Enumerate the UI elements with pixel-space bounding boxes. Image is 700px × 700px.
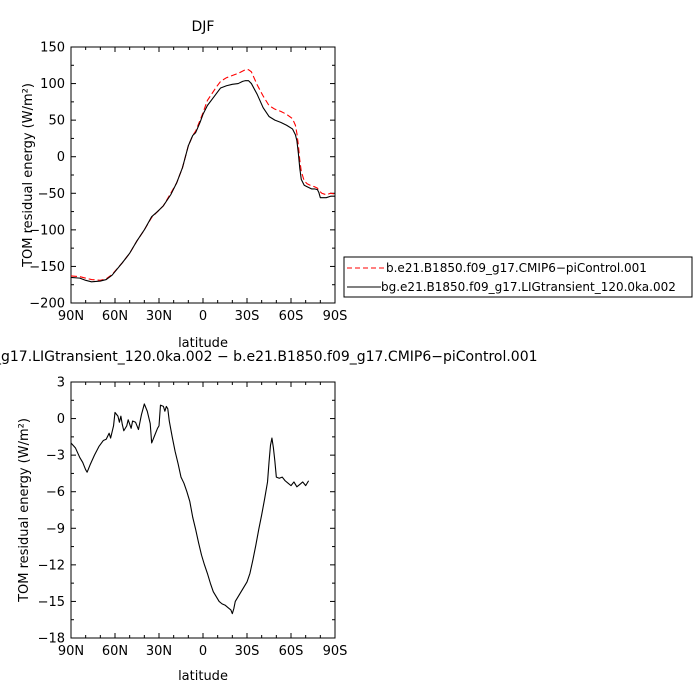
bottom-title: bg.e21.B1850.f09_g17.LIGtransient_120.0k… xyxy=(0,349,538,365)
y-tick-label: −15 xyxy=(38,595,65,610)
x-tick-label: 60N xyxy=(102,644,128,659)
legend-label-lig: bg.e21.B1850.f09_g17.LIGtransient_120.0k… xyxy=(381,280,676,294)
series-line-1 xyxy=(70,80,335,283)
y-tick-label: −200 xyxy=(29,297,65,312)
bottom-series-lines xyxy=(70,403,310,615)
x-tick-label: 90S xyxy=(323,644,348,659)
bottom-y-axis-label: TOM residual energy (W/m²) xyxy=(17,418,32,603)
y-tick-label: −18 xyxy=(38,632,65,647)
top-plot-frame xyxy=(70,46,336,304)
y-tick-label: −6 xyxy=(46,485,65,500)
x-tick-label: 60N xyxy=(102,309,128,324)
y-tick-label: −100 xyxy=(29,223,65,238)
y-tick-label: −50 xyxy=(38,187,65,202)
y-tick-label: 0 xyxy=(57,412,65,427)
bottom-x-axis-label: latitude xyxy=(178,669,228,684)
bottom-ticks: 90N 60N 30N 0 30S 60S 90S −18 −15 −12 −9 −6 −3 0 3 xyxy=(38,376,348,660)
y-tick-label: 50 xyxy=(48,114,65,129)
x-tick-label: 0 xyxy=(199,644,207,659)
y-tick-label: −150 xyxy=(29,260,65,275)
x-tick-label: 0 xyxy=(199,309,207,324)
bottom-panel: bg.e21.B1850.f09_g17.LIGtransient_120.0k… xyxy=(0,349,538,684)
legend-label-control: b.e21.B1850.f09_g17.CMIP6−piControl.001 xyxy=(386,261,647,275)
top-panel: DJF 90N 60N 30N 0 30S 60S 90S −200 −150 −100 −50 0 5… xyxy=(21,19,347,324)
x-tick-label: 30N xyxy=(146,644,172,659)
x-tick-label: 30S xyxy=(235,644,260,659)
x-tick-label: 30S xyxy=(235,309,260,324)
x-tick-label: 90S xyxy=(323,309,348,324)
top-series-lines xyxy=(70,69,336,283)
y-tick-label: 3 xyxy=(57,376,65,391)
top-ticks: 90N 60N 30N 0 30S 60S 90S −200 −150 −100 −50 0 50 100… xyxy=(29,41,347,325)
legend-box xyxy=(343,256,693,298)
x-tick-label: 90N xyxy=(58,644,84,659)
y-tick-label: 0 xyxy=(57,150,65,165)
y-tick-label: 100 xyxy=(40,77,65,92)
y-tick-label: −12 xyxy=(38,558,65,573)
series-line-0 xyxy=(70,403,310,615)
top-title: DJF xyxy=(192,19,215,35)
x-tick-label: 90N xyxy=(58,309,84,324)
top-y-axis-label: TOM residual energy (W/m²) xyxy=(21,83,36,268)
x-tick-label: 60S xyxy=(279,644,304,659)
bottom-plot-frame xyxy=(70,381,336,639)
y-tick-label: −9 xyxy=(46,522,65,537)
series-line-0 xyxy=(70,69,336,281)
x-tick-label: 60S xyxy=(279,309,304,324)
y-tick-label: 150 xyxy=(40,41,65,56)
legend: b.e21.B1850.f09_g17.CMIP6−piControl.001 … xyxy=(343,256,693,298)
y-tick-label: −3 xyxy=(46,449,65,464)
x-tick-label: 30N xyxy=(146,309,172,324)
top-x-axis-label: latitude xyxy=(178,336,228,351)
